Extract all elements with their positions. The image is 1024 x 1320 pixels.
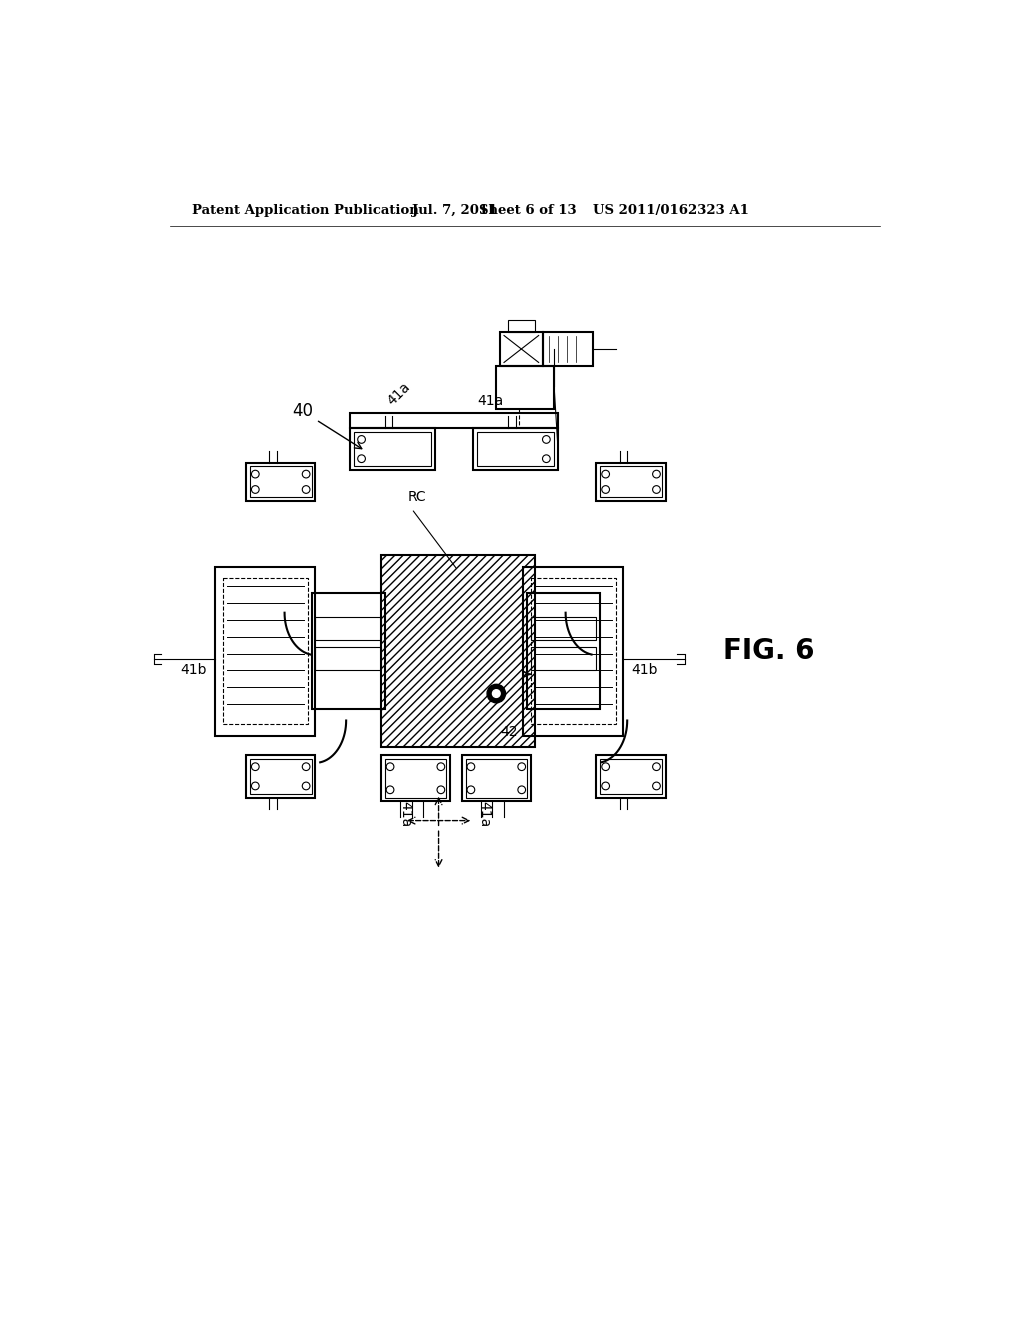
Text: 40: 40 [292,403,361,449]
Bar [250,759,311,793]
Bar [523,566,624,737]
Bar [246,755,315,797]
Bar [600,466,662,498]
Text: 41a: 41a [385,379,413,408]
Circle shape [487,684,506,702]
Text: Patent Application Publication: Patent Application Publication [193,205,419,218]
Bar [596,755,666,797]
Bar [600,759,662,793]
Bar [315,616,381,640]
Bar [350,428,435,470]
Bar [381,755,451,801]
Bar [385,759,446,797]
Text: US 2011/0162323 A1: US 2011/0162323 A1 [593,205,749,218]
Text: 41a: 41a [398,801,413,828]
Bar [250,466,311,498]
Text: 41a: 41a [477,801,492,828]
Bar [462,755,531,801]
Bar [531,647,596,671]
Text: 41b: 41b [180,664,207,677]
Bar [311,594,385,709]
Bar [381,554,535,747]
Bar [350,412,558,428]
Text: RC: RC [408,490,426,504]
Bar [543,331,593,367]
Text: Sheet 6 of 13: Sheet 6 of 13 [478,205,577,218]
Bar [215,566,315,737]
Text: 41b: 41b [631,664,657,677]
Text: 42: 42 [500,725,518,739]
Bar [354,432,431,466]
Text: 41a: 41a [477,393,504,408]
Bar [477,432,554,466]
Circle shape [493,689,500,697]
Bar [497,367,554,409]
Bar [315,647,381,671]
Text: Jul. 7, 2011: Jul. 7, 2011 [412,205,497,218]
Bar [527,594,600,709]
Bar [508,321,535,331]
Bar [596,462,666,502]
Bar [531,578,615,725]
Bar [246,462,315,502]
Bar [500,331,543,367]
Bar [466,759,527,797]
Bar [473,428,558,470]
Text: FIG. 6: FIG. 6 [724,638,815,665]
Bar [531,616,596,640]
Bar [223,578,307,725]
